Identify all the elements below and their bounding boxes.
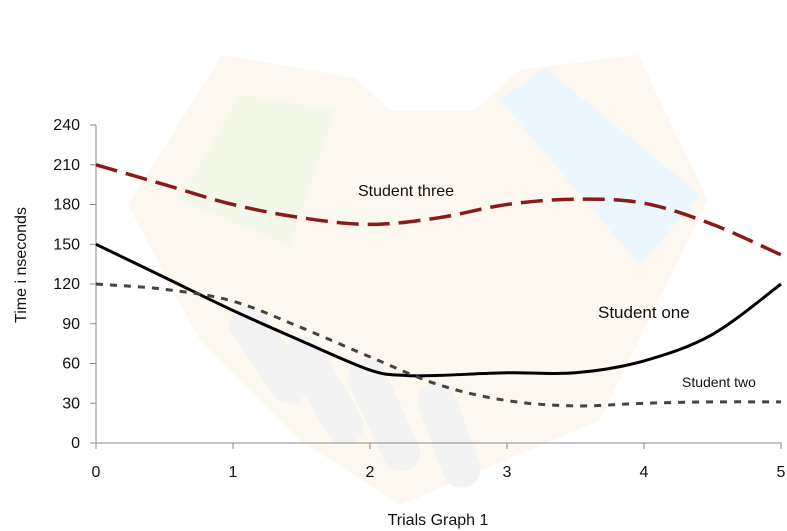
- x-tick-label: 3: [503, 464, 512, 481]
- y-tick-marks: [90, 124, 96, 444]
- x-tick-labels: 0 1 2 3 4 5: [92, 464, 786, 481]
- y-tick-label: 30: [62, 395, 80, 412]
- x-tick-label: 0: [92, 464, 101, 481]
- series-label-student-three: Student three: [358, 183, 454, 200]
- y-tick-label: 210: [53, 157, 80, 174]
- series-label-student-one: Student one: [598, 303, 690, 322]
- y-tick-label: 150: [53, 236, 80, 253]
- y-tick-labels: 0 30 60 90 120 150 180 210 240: [53, 117, 80, 452]
- y-tick-label: 180: [53, 197, 80, 214]
- watermark-image: [128, 55, 708, 505]
- series-line-student-three: [95, 163, 782, 257]
- y-tick-label: 60: [62, 356, 80, 373]
- series-line-student-two: [95, 282, 782, 408]
- y-axis-title: Time i nseconds: [13, 207, 30, 323]
- x-tick-marks: [95, 443, 782, 449]
- y-tick-label: 120: [53, 276, 80, 293]
- x-tick-label: 4: [640, 464, 649, 481]
- y-tick-label: 0: [71, 435, 80, 452]
- x-axis-title: Trials Graph 1: [388, 512, 489, 529]
- series-label-student-two: Student two: [682, 374, 756, 390]
- series-lines: [95, 163, 782, 408]
- x-tick-label: 2: [366, 464, 375, 481]
- y-tick-label: 240: [53, 117, 80, 134]
- plot-axes: [90, 124, 782, 449]
- x-tick-label: 1: [229, 464, 238, 481]
- x-tick-label: 5: [777, 464, 786, 481]
- y-tick-label: 90: [62, 316, 80, 333]
- series-line-student-one: [95, 242, 782, 378]
